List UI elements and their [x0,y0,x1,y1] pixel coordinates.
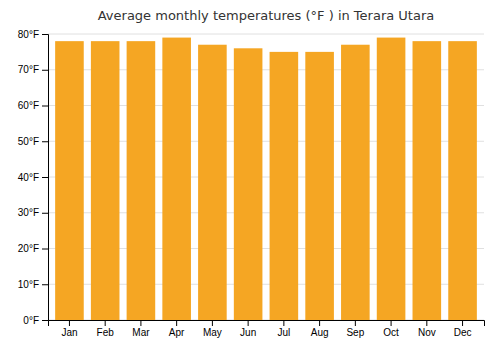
title: Average monthly temperatures (°F ) in Te… [98,8,435,23]
x-tick: May [203,320,222,338]
x-tick-label: May [203,327,222,338]
y-tick-mark [42,34,48,35]
y-tick: 60°F [18,100,48,111]
y-tick-mark [42,141,48,142]
x-tick: Nov [418,320,436,338]
x-tick-mark [105,320,106,326]
bar [448,41,477,320]
x-tick-mark [355,320,356,326]
x-axis-line [49,321,485,327]
x-tick-mark [391,320,392,326]
chart: 0°F 10°F 20°F 30°F 40°F 50°F 60°F 70°F 80°F Jan Fe… [0,0,500,350]
x-tick-label: Nov [418,327,436,338]
x-tick-mark [248,320,249,326]
x-tick-mark [319,320,320,326]
x-tick-mark [176,320,177,326]
x-tick: Jul [277,320,290,338]
y-axis-line [42,35,49,321]
x-tick: Oct [383,320,399,338]
bar [234,48,263,320]
plot: 0°F 10°F 20°F 30°F 40°F 50°F 60°F 70°F 80°F Jan Fe… [18,29,485,338]
y-tick: 30°F [18,207,48,218]
x-tick-mark [462,320,463,326]
y-tick-label: 10°F [18,279,39,290]
y-tick-label: 30°F [18,207,39,218]
y-tick: 50°F [18,136,48,147]
x-tick: Dec [454,320,472,338]
y-tick-mark [42,320,48,321]
x-tick: Feb [97,320,115,338]
y-tick: 70°F [18,64,48,75]
y-tick-mark [42,177,48,178]
x-tick-label: Aug [311,327,329,338]
y-tick: 20°F [18,243,48,254]
x-tick-label: Jan [61,327,77,338]
grid-line [48,34,484,35]
x-tick: Sep [346,320,364,338]
x-tick-label: Dec [454,327,472,338]
bar [162,38,191,320]
x-tick-label: Mar [132,327,150,338]
x-tick-mark [69,320,70,326]
x-tick-label: Apr [169,327,185,338]
grid [48,34,484,320]
y-tick: 40°F [18,172,48,183]
x-tick: Jun [240,320,256,338]
bar [91,41,120,320]
x-tick: Jan [61,320,77,338]
x-tick-mark [140,320,141,326]
bar [305,52,334,320]
x-axis: Jan Feb Mar Apr May Jun Jul Aug Sep Oct Nov Dec [49,320,485,338]
marks [55,38,477,320]
bar [55,41,84,320]
bar [413,41,442,320]
y-tick-mark [42,70,48,71]
x-tick: Mar [132,320,150,338]
y-tick-mark [42,106,48,107]
x-tick-mark [426,320,427,326]
y-tick-mark [42,213,48,214]
x-tick-label: Jul [277,327,290,338]
bar [341,45,370,320]
x-tick-mark [283,320,284,326]
bar [127,41,156,320]
x-tick-label: Feb [97,327,115,338]
y-tick-mark [42,284,48,285]
x-tick: Apr [169,320,185,338]
x-tick-mark [212,320,213,326]
y-tick-label: 20°F [18,243,39,254]
y-axis: 0°F 10°F 20°F 30°F 40°F 50°F 60°F 70°F 80°F [18,29,49,326]
bar [270,52,299,320]
y-tick-label: 50°F [18,136,39,147]
x-tick-label: Sep [346,327,364,338]
x-tick: Aug [311,320,329,338]
y-tick-label: 70°F [18,64,39,75]
y-tick: 10°F [18,279,48,290]
bar [198,45,227,320]
y-tick-label: 40°F [18,172,39,183]
y-tick-label: 80°F [18,29,39,40]
bar [377,38,406,320]
y-tick-label: 60°F [18,100,39,111]
x-tick-label: Jun [240,327,256,338]
x-tick-label: Oct [383,327,399,338]
y-tick-label: 0°F [23,315,39,326]
y-tick-mark [42,249,48,250]
y-tick: 0°F [23,315,48,326]
y-tick: 80°F [18,29,48,40]
